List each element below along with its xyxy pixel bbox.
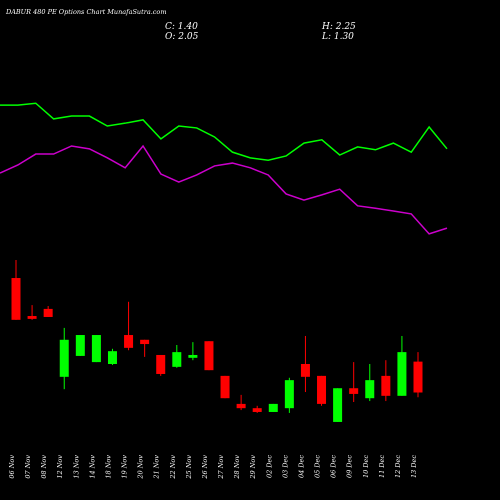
- x-tick-label: 13 Nov: [72, 455, 80, 479]
- candle-body: [284, 380, 294, 409]
- candle-body: [236, 403, 246, 409]
- x-tick-label: 27 Nov: [217, 455, 225, 480]
- x-tick-label: 07 Nov: [24, 455, 32, 479]
- candle-body: [204, 341, 214, 371]
- candle-body: [43, 308, 53, 317]
- x-tick-label: 12 Nov: [56, 455, 64, 479]
- candle-body: [27, 316, 37, 319]
- x-tick-label: 04 Dec: [297, 455, 305, 478]
- candle-body: [300, 364, 310, 377]
- candle-body: [365, 380, 375, 399]
- indicator-line: [0, 102, 448, 161]
- x-tick-label: 26 Nov: [201, 455, 209, 480]
- candle-body: [11, 278, 21, 320]
- candle-body: [59, 339, 69, 377]
- candle-body: [381, 375, 391, 396]
- x-tick-label: 06 Nov: [8, 455, 16, 479]
- x-tick-label: 14 Nov: [88, 455, 96, 479]
- x-tick-label: 13 Dec: [410, 455, 418, 478]
- x-tick-label: 10 Dec: [362, 455, 370, 478]
- chart-title: DABUR 480 PE Options Chart MunafaSutra.c…: [5, 8, 166, 16]
- x-tick-label: 02 Dec: [265, 455, 273, 478]
- candle-body: [252, 408, 262, 412]
- x-tick-label: 21 Nov: [153, 455, 161, 480]
- candle-body: [124, 335, 134, 348]
- open-label: O: 2.05: [165, 32, 199, 42]
- x-tick-label: 09 Dec: [346, 455, 354, 478]
- close-label: C: 1.40: [165, 22, 198, 32]
- candle-body: [268, 403, 278, 412]
- candle-body: [75, 335, 85, 356]
- x-tick-label: 20 Nov: [137, 455, 145, 480]
- candle-body: [317, 375, 327, 404]
- candle-body: [140, 339, 150, 345]
- x-tick-label: 12 Dec: [394, 455, 402, 478]
- x-tick-label: 18 Nov: [104, 455, 112, 479]
- candle-body: [107, 351, 117, 364]
- low-label: L: 1.30: [321, 32, 354, 42]
- x-tick-label: 28 Nov: [233, 455, 241, 480]
- candle-body: [188, 354, 198, 358]
- x-tick-label: 25 Nov: [185, 455, 193, 480]
- candle-body: [91, 335, 101, 363]
- x-tick-label: 29 Nov: [249, 455, 257, 480]
- x-tick-label: 06 Dec: [330, 455, 338, 478]
- candle-body: [156, 354, 166, 374]
- candle-body: [397, 352, 407, 396]
- x-tick-label: 22 Nov: [169, 455, 177, 480]
- x-tick-label: 11 Dec: [378, 455, 386, 478]
- candle-body: [220, 375, 230, 399]
- x-tick-label: 08 Nov: [40, 455, 48, 479]
- x-tick-label: 19 Nov: [121, 455, 129, 479]
- indicator-line: [0, 144, 448, 235]
- candle-body: [349, 388, 359, 394]
- x-tick-label: 03 Dec: [281, 455, 289, 478]
- x-tick-label: 05 Dec: [314, 455, 322, 478]
- candle-body: [413, 361, 423, 393]
- candle-body: [172, 352, 182, 367]
- high-label: H: 2.25: [321, 22, 356, 32]
- candle-body: [333, 388, 343, 422]
